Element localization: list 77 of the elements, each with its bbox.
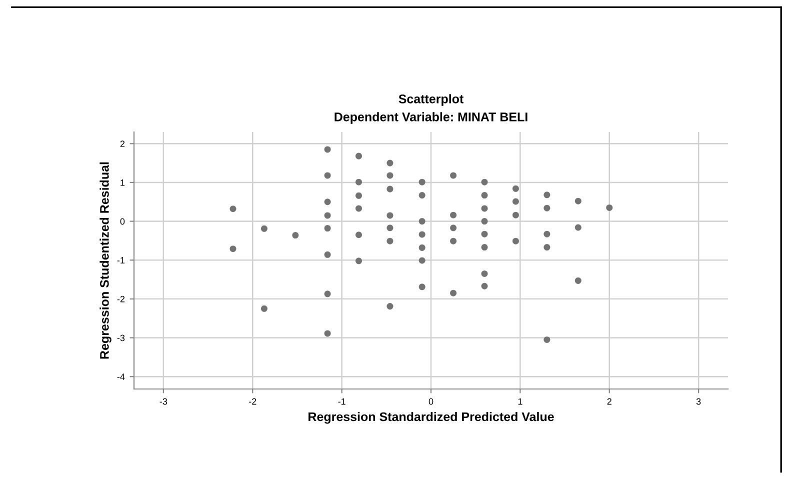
point — [606, 204, 613, 211]
point — [230, 246, 236, 252]
point — [512, 238, 519, 244]
point — [450, 290, 457, 296]
point — [356, 258, 362, 264]
point — [324, 212, 331, 219]
point — [356, 205, 362, 212]
point — [386, 303, 394, 310]
point — [324, 330, 331, 337]
point — [260, 305, 268, 312]
point — [512, 185, 519, 192]
point — [386, 224, 394, 232]
point — [324, 290, 331, 298]
x-tick-label: -2 — [249, 398, 256, 405]
point — [324, 251, 331, 258]
point — [418, 284, 426, 290]
point — [481, 205, 488, 212]
point — [356, 192, 362, 199]
point — [418, 218, 426, 225]
point — [481, 244, 488, 251]
point — [324, 225, 331, 232]
x-axis-title: Regression Standardized Predicted Value — [308, 412, 554, 424]
point — [418, 231, 426, 238]
point — [544, 336, 550, 343]
y-tick-label: -4 — [117, 374, 125, 380]
y-tick-label: 0 — [120, 218, 125, 225]
point — [418, 178, 426, 186]
point — [481, 230, 488, 238]
chart-subtitle: Dependent Variable: MINAT BELI — [334, 112, 528, 124]
y-tick-label: 2 — [120, 140, 125, 147]
point — [230, 206, 236, 212]
point — [356, 152, 362, 160]
point — [324, 172, 331, 179]
x-tick-label: 2 — [607, 398, 612, 405]
point — [544, 204, 550, 212]
point — [450, 172, 457, 179]
point — [574, 277, 582, 284]
y-axis-title: Regression Studentized Residual — [100, 162, 112, 359]
point — [386, 172, 394, 179]
point — [356, 178, 362, 186]
point — [544, 192, 550, 198]
point — [450, 238, 457, 244]
point — [481, 270, 488, 277]
point — [481, 192, 488, 199]
point — [544, 244, 550, 251]
y-tick-label: -1 — [117, 257, 125, 264]
point — [324, 198, 331, 206]
x-tick-label: -1 — [338, 398, 346, 405]
point — [386, 160, 394, 166]
x-tick-label: -3 — [160, 398, 168, 405]
point — [512, 212, 519, 218]
point — [544, 230, 550, 238]
point — [386, 212, 394, 219]
point — [386, 238, 394, 244]
point — [356, 232, 362, 238]
chart-title: Scatterplot — [398, 94, 464, 106]
point — [324, 146, 331, 153]
point — [418, 257, 426, 264]
x-tick-label: 0 — [428, 398, 434, 405]
point — [450, 224, 457, 232]
y-tick-label: 1 — [120, 180, 125, 186]
point — [512, 198, 519, 205]
point — [292, 232, 299, 239]
point — [574, 198, 582, 204]
point — [386, 186, 394, 192]
point — [418, 244, 426, 251]
point — [418, 192, 426, 199]
point — [260, 225, 268, 232]
y-tick-label: -3 — [117, 334, 125, 342]
x-tick-label: 3 — [696, 398, 701, 405]
point — [481, 282, 488, 290]
point — [450, 212, 457, 218]
point — [481, 218, 488, 225]
x-tick-label: 1 — [518, 398, 522, 405]
point — [481, 178, 488, 186]
point — [574, 224, 582, 231]
y-tick-label: -2 — [117, 296, 125, 302]
